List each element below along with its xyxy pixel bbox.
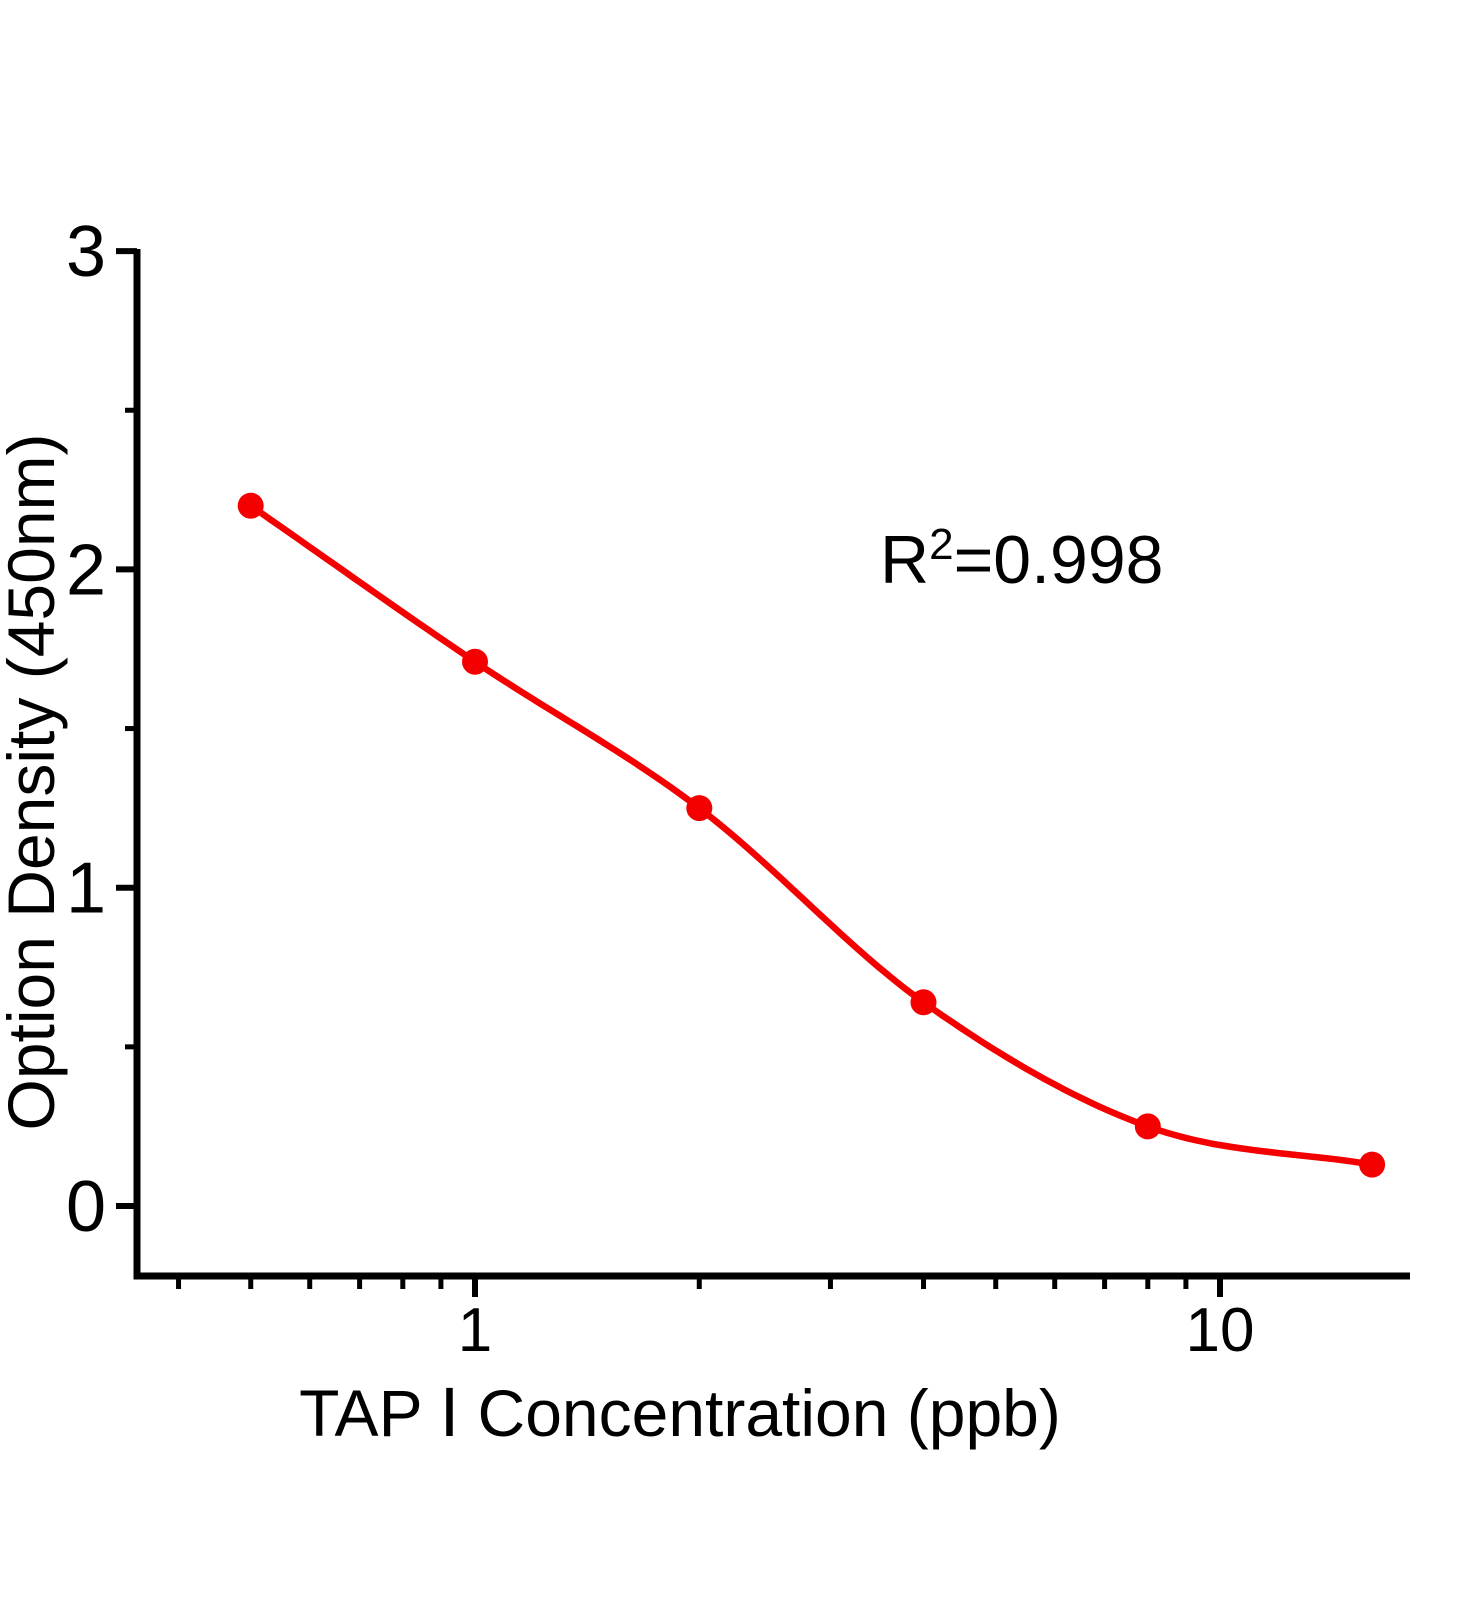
- y-axis-title: Option Density (450nm): [0, 434, 68, 1131]
- data-point: [1359, 1151, 1386, 1178]
- x-tick-label: 10: [1186, 1296, 1255, 1365]
- r-squared-superscript: 2: [929, 520, 953, 569]
- r-squared-annotation: R2=0.998: [880, 520, 1163, 598]
- y-tick-label: 2: [66, 530, 106, 610]
- x-axis-title: TAP Ⅰ Concentration (ppb): [299, 1376, 1061, 1450]
- data-point: [686, 795, 713, 822]
- data-point: [1134, 1113, 1161, 1140]
- data-point: [237, 492, 264, 519]
- r-squared-base: R: [880, 522, 929, 598]
- y-tick-label: 1: [66, 849, 106, 929]
- r-squared-value: =0.998: [954, 522, 1164, 598]
- y-tick-label: 0: [66, 1167, 106, 1247]
- data-point: [910, 989, 937, 1016]
- y-tick-label: 3: [66, 212, 106, 292]
- fit-curve: [247, 502, 1376, 1168]
- x-tick-label: 1: [458, 1296, 492, 1365]
- data-point: [462, 648, 488, 675]
